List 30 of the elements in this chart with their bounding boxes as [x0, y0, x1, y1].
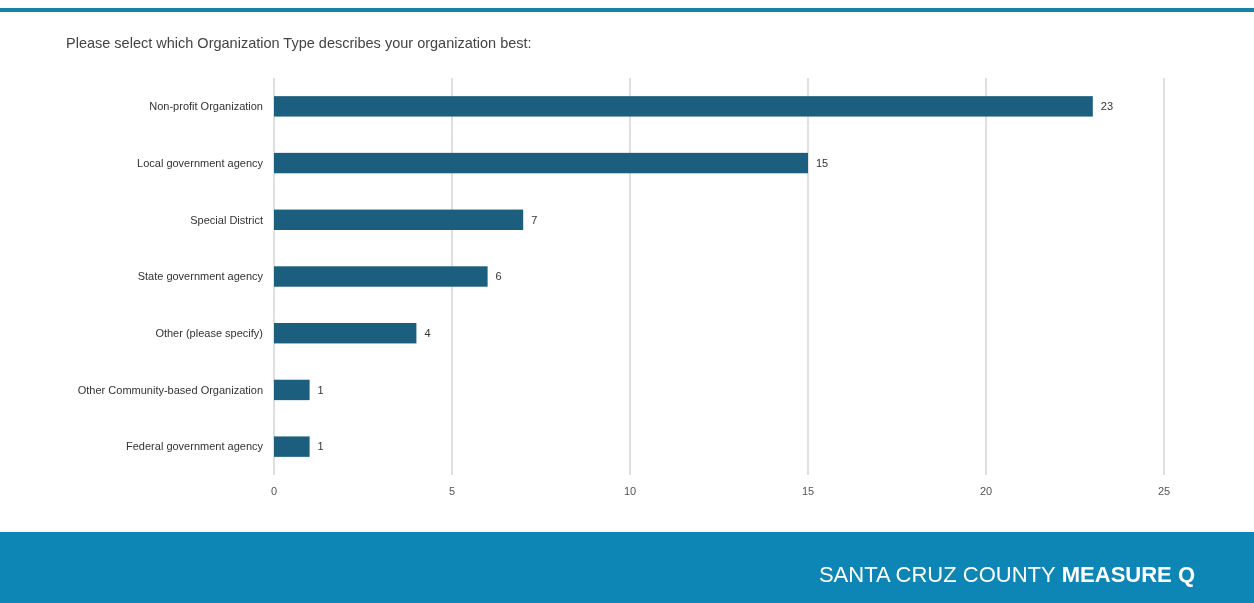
x-tick-label: 5	[448, 485, 456, 497]
x-tick-label: 10	[623, 485, 637, 497]
x-tick-label: 20	[979, 485, 993, 497]
bar	[274, 379, 310, 401]
bar	[274, 96, 1093, 117]
bar	[274, 323, 417, 344]
y-tick-label: Non-profit Organization	[149, 100, 263, 113]
data-label: 6	[495, 270, 502, 283]
bar	[274, 266, 488, 287]
data-label: 7	[531, 213, 538, 226]
data-label: 1	[317, 383, 324, 396]
y-tick-label: Other (please specify)	[155, 327, 263, 340]
text: MEASURE Q	[1055, 562, 1195, 587]
x-tick-label: 0	[270, 485, 278, 497]
y-tick-label: Other Community-based Organization	[77, 383, 263, 396]
x-tick-label: 25	[1157, 485, 1171, 497]
data-label: 1	[317, 440, 324, 453]
bar	[274, 209, 524, 230]
y-tick-label: Special District	[190, 213, 263, 226]
chart-title: Please select which Organization Type describes your organization best:	[66, 35, 532, 51]
bar	[274, 152, 808, 174]
y-tick-label: Federal government agency	[126, 440, 264, 453]
x-tick-label: 15	[801, 485, 815, 497]
text: SANTA CRUZ COUNTY	[818, 562, 1056, 587]
data-label: 4	[424, 327, 431, 340]
data-label: 15	[816, 156, 829, 169]
y-tick-label: Local government agency	[137, 156, 264, 169]
bar	[274, 436, 310, 457]
y-tick-label: State government agency	[137, 270, 264, 283]
data-label: 23	[1100, 100, 1114, 113]
